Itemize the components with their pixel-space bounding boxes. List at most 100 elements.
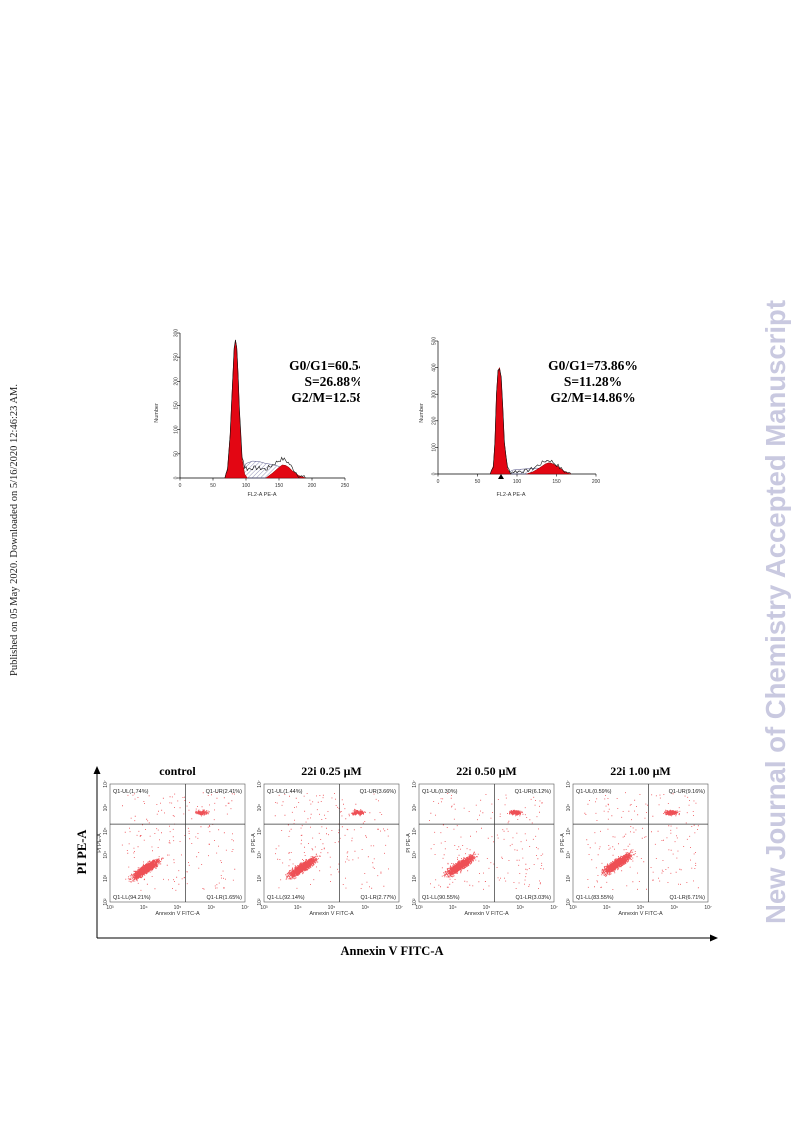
y-tick-label: 10⁵ [566, 827, 572, 835]
panel-xlabel: Annexin V FITC-A [155, 911, 200, 917]
s-phase-percentage: S=11.28% [564, 374, 622, 389]
x-tick-label: 10⁴ [294, 905, 302, 911]
peak-marker-icon [498, 474, 504, 479]
y-tick-label: 100 [174, 425, 180, 434]
g0g1-percentage: G0/G1=73.86% [548, 358, 638, 373]
y-tick-label: 10³ [257, 874, 263, 882]
panel-ylabel: PI PE-A [251, 833, 257, 853]
scatter-frame [109, 783, 246, 903]
apoptosis-flow-cytometry-figure: PI PE-A Annexin V FITC-A control Q1-UL(1.… [75, 764, 718, 958]
histogram-xlabel: FL2-A PE-A [247, 492, 276, 498]
y-tick-label: 10² [566, 898, 572, 906]
y-tick-label: 10³ [412, 874, 418, 882]
x-tick-label: 150 [552, 479, 561, 485]
panel-title: control [159, 764, 196, 778]
x-tick-label: 10³ [106, 905, 114, 911]
quadrant-label-ll: Q1-LL(90.55%) [422, 895, 460, 901]
scatter-points [584, 792, 699, 890]
y-tick-label: 400 [432, 363, 438, 372]
quadrant-label-lr: Q1-LR(1.65%) [207, 895, 243, 901]
histogram-plot-area: 0 50 100 150 200 250 300 0 50 100 150 200 250 [174, 329, 350, 489]
quadrant-label-ur: Q1-UR(3.66%) [360, 789, 397, 795]
y-tick-label: 500 [432, 337, 438, 346]
journal-watermark: New Journal of Chemistry Accepted Manusc… [760, 300, 791, 924]
quadrant-label-ll: Q1-LL(92.14%) [267, 895, 305, 901]
x-tick-label: 10⁷ [395, 905, 403, 911]
x-tick-label: 10⁵ [483, 905, 491, 911]
y-tick-label: 10⁷ [103, 780, 109, 788]
flow-panel: 22i 0.25 μM Q1-UL(1.44%) Q1-UR(3.66%) Q1-LL… [251, 764, 403, 917]
published-date-sidebar: Published on 05 May 2020. Downloaded on … [9, 384, 20, 676]
x-tick-label: 10⁷ [704, 905, 712, 911]
quadrant-label-ll: Q1-LL(94.21%) [113, 895, 151, 901]
event-dots [274, 793, 389, 889]
quadrant-label-lr: Q1-LR(2.77%) [361, 895, 397, 901]
quadrant-label-lr: Q1-LR(6.71%) [670, 895, 706, 901]
y-tick-label: 150 [174, 401, 180, 410]
x-tick-label: 10⁴ [140, 905, 148, 911]
panel-xlabel: Annexin V FITC-A [618, 911, 663, 917]
panel-ylabel: PI PE-A [97, 833, 103, 853]
x-tick-label: 0 [179, 483, 182, 489]
x-tick-label: 10⁷ [241, 905, 249, 911]
y-tick-label: 10² [412, 898, 418, 906]
quadrant-label-ul: Q1-UL(0.59%) [576, 789, 612, 795]
quadrant-label-ur: Q1-UR(6.12%) [515, 789, 552, 795]
y-tick-label: 10⁶ [566, 804, 572, 812]
y-tick-label: 10⁵ [257, 827, 263, 835]
panel-xlabel: Annexin V FITC-A [464, 911, 509, 917]
y-tick-label: 50 [174, 451, 180, 457]
event-dots [584, 792, 699, 890]
x-tick-label: 10³ [415, 905, 423, 911]
quadrant-label-ul: Q1-UL(1.74%) [113, 789, 149, 795]
x-tick-label: 0 [437, 479, 440, 485]
flow-panels: control Q1-UL(1.74%) Q1-UR(2.41%) Q1-LL(94.… [97, 764, 712, 917]
y-tick-label: 200 [432, 416, 438, 425]
histogram-ylabel: Number [419, 403, 425, 423]
quadrant-label-ll: Q1-LL(83.55%) [576, 895, 614, 901]
scatter-frame [263, 783, 400, 903]
quadrant-label-ul: Q1-UL(0.30%) [422, 789, 458, 795]
y-tick-label: 300 [432, 390, 438, 399]
y-tick-label: 10⁶ [103, 804, 109, 812]
x-tick-label: 50 [475, 479, 481, 485]
event-dots [121, 792, 236, 891]
panel-title: 22i 0.25 μM [301, 764, 361, 778]
x-tick-label: 100 [513, 479, 522, 485]
x-tick-label: 10³ [260, 905, 268, 911]
y-tick-label: 10³ [566, 874, 572, 882]
y-tick-label: 10³ [103, 874, 109, 882]
x-tick-label: 10⁵ [637, 905, 645, 911]
event-dots [429, 793, 544, 890]
panel-title: 22i 0.50 μM [456, 764, 516, 778]
y-tick-label: 10⁷ [257, 780, 263, 788]
x-tick-label: 10⁷ [550, 905, 558, 911]
x-tick-label: 200 [308, 483, 317, 489]
y-tick-label: 10⁵ [412, 827, 418, 835]
y-tick-label: 100 [432, 443, 438, 452]
g2m-percentage: G2/M=12.58% [291, 390, 360, 405]
y-tick-label: 10² [103, 898, 109, 906]
panel-xlabel: Annexin V FITC-A [309, 911, 354, 917]
scatter-frame [418, 783, 555, 903]
raw-data-outline [224, 339, 306, 479]
pi-axis-title: PI PE-A [75, 830, 89, 875]
scatter-points [121, 792, 236, 891]
cell-cycle-histogram-treated: 0 100 200 300 400 500 0 50 100 150 200 Number FL2-… [419, 337, 638, 498]
x-tick-label: 10³ [569, 905, 577, 911]
flow-panel: 22i 1.00 μM Q1-UL(0.59%) Q1-UR(9.16%) Q1-LL… [560, 764, 712, 917]
y-tick-label: 300 [174, 329, 180, 338]
x-tick-label: 10⁶ [207, 905, 215, 911]
raw-data-outline [489, 368, 571, 475]
annexin-axis-title: Annexin V FITC-A [340, 944, 443, 958]
y-tick-label: 200 [174, 377, 180, 386]
x-tick-label: 200 [592, 479, 601, 485]
quadrant-label-ul: Q1-UL(1.44%) [267, 789, 303, 795]
y-tick-label: 250 [174, 353, 180, 362]
g0g1-peak [489, 366, 512, 475]
x-tick-label: 150 [275, 483, 284, 489]
histogram-ylabel: Number [154, 403, 160, 423]
panel-ylabel: PI PE-A [560, 833, 566, 853]
y-tick-label: 10⁶ [412, 804, 418, 812]
histogram-xlabel: FL2-A PE-A [496, 492, 525, 498]
